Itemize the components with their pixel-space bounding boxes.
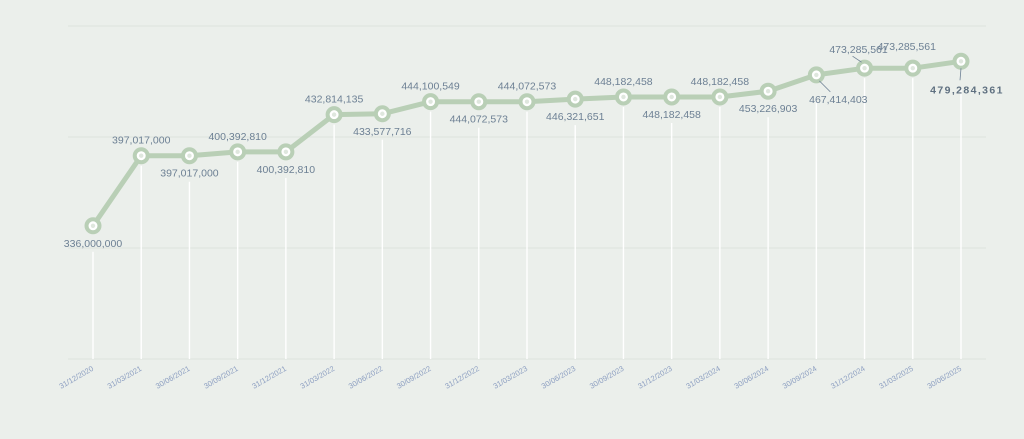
- x-tick-label-6: 30/06/2022: [347, 364, 384, 391]
- data-point-center-7: [428, 99, 433, 104]
- data-point-center-16: [862, 65, 867, 71]
- data-label-15: 467,414,403: [809, 94, 868, 106]
- data-label-4: 400,392,810: [257, 164, 316, 176]
- x-tick-label-3: 30/09/2021: [202, 364, 239, 391]
- data-label-9: 444,072,573: [498, 81, 557, 93]
- x-tick-label-12: 31/12/2023: [636, 364, 673, 391]
- data-point-center-14: [765, 88, 771, 94]
- data-point-center-9: [524, 99, 530, 104]
- data-point-center-0: [90, 223, 96, 228]
- data-point-center-12: [669, 94, 674, 100]
- leader-line-16: [852, 55, 862, 63]
- data-point-center-4: [283, 149, 289, 155]
- data-label-13: 448,182,458: [691, 76, 750, 88]
- data-label-12: 448,182,458: [642, 109, 701, 121]
- data-point-center-11: [621, 94, 626, 100]
- data-label-16: 473,285,561: [829, 44, 888, 56]
- data-label-2: 397,017,000: [160, 168, 219, 180]
- x-tick-label-8: 31/12/2022: [443, 364, 480, 391]
- data-point-center-8: [476, 99, 481, 104]
- x-tick-label-17: 31/03/2025: [877, 364, 914, 391]
- x-tick-label-10: 30/06/2023: [540, 364, 577, 391]
- data-label-8: 444,072,573: [450, 114, 509, 126]
- leader-line-15: [819, 80, 831, 93]
- data-label-7: 444,100,549: [401, 81, 460, 93]
- x-tick-label-14: 30/06/2024: [733, 364, 770, 391]
- x-tick-label-16: 31/12/2024: [829, 364, 866, 391]
- x-tick-label-13: 31/03/2024: [684, 364, 721, 391]
- x-tick-label-18: 30/06/2025: [926, 364, 963, 391]
- data-label-3: 400,392,810: [208, 131, 267, 143]
- x-tick-label-15: 30/09/2024: [781, 364, 818, 391]
- data-label-10: 446,321,651: [546, 111, 605, 123]
- data-point-center-1: [139, 153, 144, 158]
- data-label-5: 432,814,135: [305, 94, 364, 106]
- data-point-center-17: [910, 65, 915, 71]
- data-label-6: 433,577,716: [353, 126, 412, 138]
- x-tick-label-4: 31/12/2021: [250, 364, 287, 391]
- data-point-center-5: [331, 112, 337, 117]
- x-tick-label-1: 31/03/2021: [106, 364, 143, 391]
- data-label-11: 448,182,458: [594, 76, 653, 88]
- data-label-17: 473,285,561: [878, 41, 937, 53]
- data-label-1: 397,017,000: [112, 135, 171, 147]
- data-point-center-6: [380, 111, 385, 116]
- data-label-14: 453,226,903: [739, 103, 798, 115]
- x-tick-label-9: 31/03/2023: [492, 364, 529, 391]
- data-point-center-18: [958, 59, 964, 64]
- x-tick-label-7: 30/09/2022: [395, 364, 432, 391]
- leader-line-18: [959, 68, 962, 81]
- data-label-0: 336,000,000: [64, 238, 123, 250]
- data-point-center-3: [235, 149, 240, 155]
- data-label-18: 479,284,361: [930, 84, 1004, 96]
- data-point-center-13: [717, 94, 723, 100]
- x-tick-label-11: 30/09/2023: [588, 364, 625, 391]
- data-point-center-2: [187, 153, 192, 158]
- x-tick-label-2: 30/06/2021: [154, 364, 191, 391]
- data-point-center-15: [814, 72, 819, 78]
- x-tick-label-0: 31/12/2020: [58, 364, 95, 391]
- x-tick-label-5: 31/03/2022: [299, 364, 336, 391]
- data-point-center-10: [573, 96, 578, 102]
